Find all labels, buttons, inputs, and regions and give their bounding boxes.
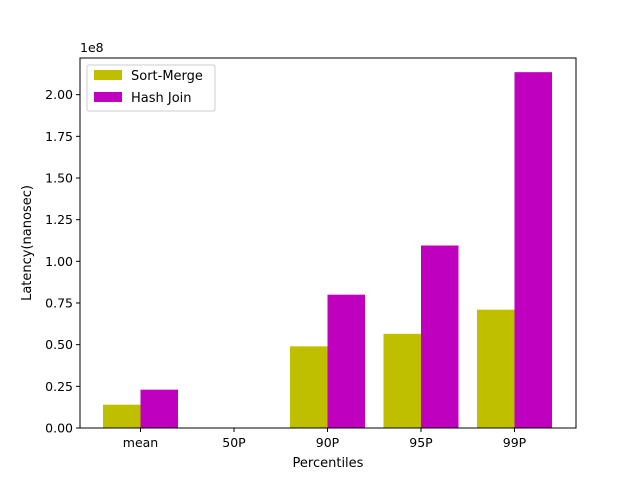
y-tick-label: 0.50 xyxy=(45,337,73,352)
x-tick-label: 90P xyxy=(316,435,340,450)
y-tick-label: 1.00 xyxy=(45,254,73,269)
x-tick-label: 50P xyxy=(222,435,246,450)
x-tick-label: 95P xyxy=(409,435,433,450)
x-ticks: mean 50P 90P 95P 99P xyxy=(123,428,527,450)
bar-hash-join-mean xyxy=(140,389,178,428)
x-tick-label: 99P xyxy=(503,435,527,450)
legend-label-hash-join: Hash Join xyxy=(131,91,192,106)
bar-sort-merge-90p xyxy=(290,346,328,428)
y-tick-label: 2.00 xyxy=(45,87,73,102)
y-scale-label: 1e8 xyxy=(80,40,104,55)
y-tick-label: 1.75 xyxy=(45,129,73,144)
y-tick-label: 0.75 xyxy=(45,296,73,311)
legend-swatch-sort-merge xyxy=(94,70,122,80)
bar-hash-join-99p xyxy=(514,72,552,429)
y-tick-label: 1.50 xyxy=(45,171,73,186)
x-axis-label: Percentiles xyxy=(293,456,364,471)
x-tick-label: mean xyxy=(123,435,158,450)
y-axis-label: Latency(nanosec) xyxy=(20,185,35,301)
legend: Sort-Merge Hash Join xyxy=(86,64,216,112)
y-tick-label: 0.00 xyxy=(45,421,73,436)
legend-swatch-hash-join xyxy=(94,92,122,102)
legend-label-sort-merge: Sort-Merge xyxy=(131,69,203,84)
bar-sort-merge-95p xyxy=(383,333,421,428)
y-tick-label: 1.25 xyxy=(45,212,73,227)
y-ticks: 0.00 0.25 0.50 0.75 1.00 1.25 1.50 1.75 2.00 xyxy=(45,87,80,436)
bar-sort-merge-99p xyxy=(477,309,515,428)
y-tick-label: 0.25 xyxy=(45,379,73,394)
bars-group xyxy=(103,72,552,429)
bar-hash-join-90p xyxy=(327,294,365,428)
bar-sort-merge-mean xyxy=(103,404,141,428)
bar-hash-join-95p xyxy=(421,245,459,428)
